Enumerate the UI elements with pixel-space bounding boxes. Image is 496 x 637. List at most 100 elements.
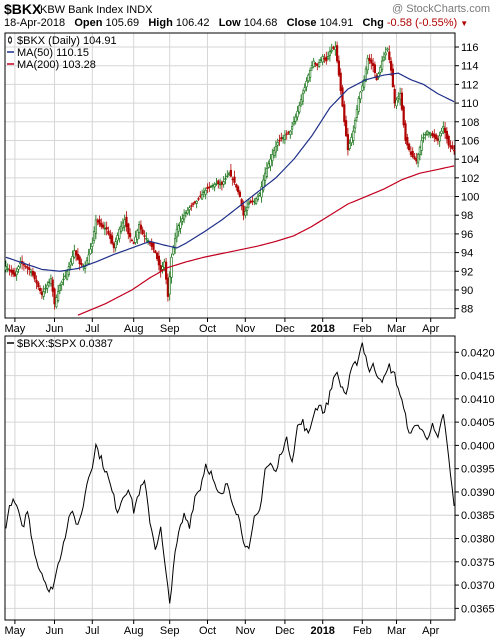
candle-body [442,126,445,129]
ratio-y-tick-label: 0.0405 [461,417,495,429]
quote-line: 18-Apr-2018 Open 105.69 High 106.42 Low … [4,17,468,29]
candle-body [103,227,106,230]
high-value: 106.42 [175,17,210,29]
candle-body [290,126,294,130]
candle-body [51,279,54,292]
candle-body [283,135,287,140]
index-name-text: KBW Bank Index [40,4,124,16]
candle-body [256,195,260,200]
candle-body [287,131,290,134]
candle-body [353,119,357,129]
candle-body [89,248,92,254]
candle-body [337,60,341,76]
close-label: Close [286,17,317,29]
candle-body [452,149,456,152]
price-x-tick-label: Oct [199,323,216,335]
candle-body [10,269,13,273]
ma50-line [5,72,455,272]
ratio-x-tick-label: 2018 [310,625,334,637]
candle-body [112,243,115,249]
candle-body [269,158,272,167]
price-y-tick-label: 96 [461,229,473,241]
ratio-x-tick-label: Feb [353,625,372,637]
candle-body [121,222,124,229]
candle-body [226,175,229,178]
price-y-tick-label: 88 [461,304,473,316]
candle-body [316,63,319,67]
candle-body [228,172,231,175]
price-x-tick-label: Jun [46,323,64,335]
candle-body [352,130,355,141]
ratio-y-tick-label: 0.0395 [461,464,495,476]
price-y-tick-label: 104 [461,154,479,166]
candle-body [105,227,108,230]
price-y-tick-label: 100 [461,192,479,204]
candle-body [190,205,193,207]
candle-body [409,151,413,155]
quote-date: 18-Apr-2018 [4,17,66,29]
candle-body [326,56,330,59]
candle-body [240,199,243,207]
candle-body [443,127,447,133]
candle-body [31,270,34,276]
candle-body [139,224,143,230]
candle-body [210,185,213,188]
candle-body [359,91,362,100]
candle-body [229,169,233,177]
candle-body [46,284,49,289]
chg-label: Chg [362,17,384,29]
candle-body [357,98,360,112]
price-x-tick-label: 2018 [310,323,334,335]
candle-body [44,287,47,290]
candle-body [143,235,146,237]
ratio-x-tick-label: Mar [387,625,406,637]
candle-body [188,207,191,210]
candle-body [40,291,43,295]
candle-body [402,106,405,126]
candle-body [328,51,332,56]
candle-body [393,88,396,104]
candle-body [330,49,333,52]
candle-body [147,240,150,242]
candle-body [150,242,153,247]
candle-body [371,63,375,67]
candle-body [141,229,144,235]
candle-body [406,136,409,146]
candle-body [42,291,45,297]
candle-body [343,104,346,123]
candle-body [255,198,258,204]
candle-body [53,288,56,305]
candle-body [370,59,373,64]
candle-body [433,134,436,138]
candle-body [179,221,182,229]
candle-body [192,203,195,205]
candle-body [425,130,429,135]
candle-body [195,200,198,204]
candle-body [75,250,78,256]
candle-body [170,256,173,278]
candle-body [440,130,443,134]
candle-body [120,225,123,232]
candle-body [33,272,36,280]
ratio-x-tick-label: Jul [85,625,99,637]
candle-body [161,266,164,270]
candle-body [249,200,252,203]
candle-body [12,269,15,275]
candle-body [156,252,159,260]
candle-body [303,87,306,92]
candle-body [69,261,72,266]
ratio-y-tick-label: 0.0410 [461,394,495,406]
candle-body [93,231,96,241]
ratio-x-tick-label: Apr [422,625,439,637]
candle-body [334,46,337,51]
candle-body [206,187,209,190]
candle-body [116,235,119,241]
ratio-y-tick-label: 0.0380 [461,534,495,546]
candle-body [400,92,404,110]
candle-body [211,185,215,187]
candle-body [177,225,180,232]
candle-body [8,269,11,271]
candle-body [361,85,364,91]
candle-body [197,198,200,200]
